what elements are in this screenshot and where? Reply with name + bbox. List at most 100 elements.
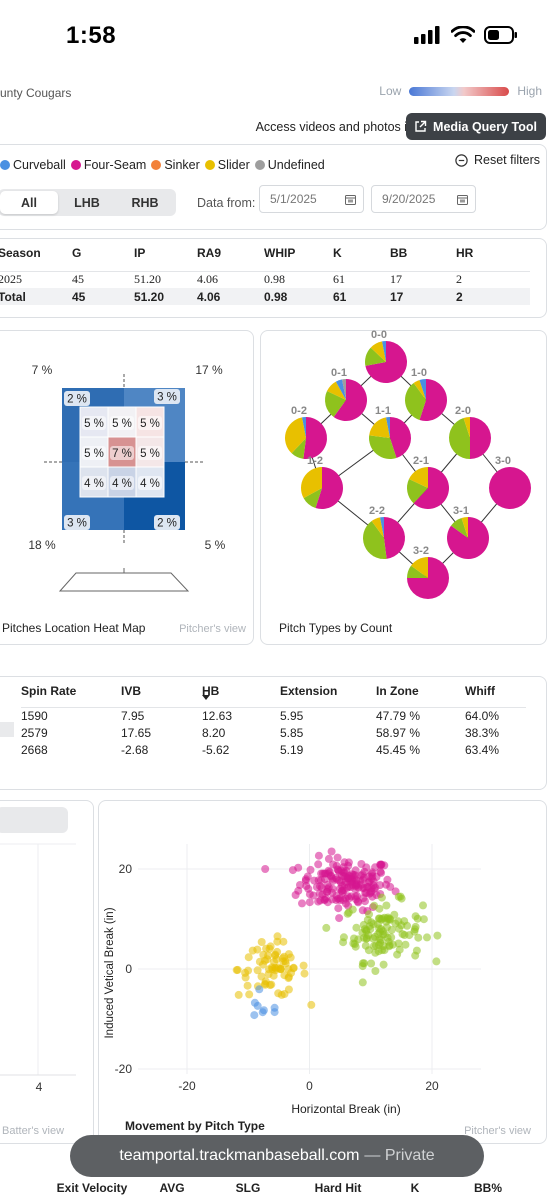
- scatter-point: [244, 953, 253, 962]
- scatter-point: [268, 963, 276, 972]
- segment-lhb[interactable]: LHB: [74, 195, 100, 210]
- pie-slice: [363, 521, 387, 559]
- left-chart-dropdown[interactable]: [0, 807, 68, 833]
- cell: 61: [333, 272, 345, 287]
- date-end-input[interactable]: 9/20/2025: [371, 185, 476, 213]
- scatter-point: [413, 914, 422, 923]
- scatter-point: [324, 866, 333, 875]
- zone-label-bg: [82, 416, 106, 430]
- browser-url-bar[interactable]: teamportal.trackmanbaseball.com — Privat…: [70, 1135, 484, 1177]
- url-private-label: — Private: [364, 1147, 435, 1164]
- col-in-zone[interactable]: In Zone: [376, 684, 419, 698]
- zone-label-bg: [82, 446, 106, 460]
- bottom-col-header[interactable]: AVG: [159, 1181, 185, 1195]
- bottom-table-headers: Exit Velocity AVG SLG Hard Hit K BB%: [0, 1181, 554, 1197]
- cell: 12.63: [202, 708, 233, 723]
- zone-label: 5 %: [112, 418, 132, 430]
- cell: 45: [72, 272, 84, 287]
- scale-low-label: Low: [379, 84, 402, 98]
- pie-slice: [461, 517, 468, 538]
- scatter-point: [397, 921, 406, 930]
- legend-item[interactable]: Slider: [204, 158, 250, 172]
- bottom-col-header[interactable]: K: [410, 1181, 420, 1195]
- cell: 17.65: [121, 725, 152, 740]
- pie-slice: [413, 380, 426, 400]
- pitch-type-legend: Curveball Four-Seam Sinker Slider Undefined: [0, 158, 325, 172]
- outer-label-br: 2 %: [157, 518, 177, 530]
- date-start-value: 5/1/2025: [270, 192, 317, 206]
- legend-dot: [151, 160, 162, 170]
- scatter-point: [334, 904, 343, 913]
- status-icons: [414, 26, 518, 44]
- scatter-point: [350, 934, 358, 943]
- pie-slice: [369, 435, 397, 459]
- scatter-point: [310, 876, 319, 885]
- x-tick-label: -20: [178, 1079, 196, 1093]
- cell: 2579: [21, 725, 48, 740]
- movement-chart-svg: -20 0 20 20 0 -20 Horizontal Break (in) Induc…: [104, 844, 531, 1137]
- segment-all[interactable]: All: [0, 191, 58, 214]
- scatter-point: [397, 894, 406, 903]
- movement-title: Movement by Pitch Type: [125, 1119, 265, 1133]
- col-spin-rate[interactable]: Spin Rate: [21, 684, 77, 698]
- count-title: Pitch Types by Count: [279, 621, 393, 635]
- pie-slice: [413, 467, 449, 509]
- outer-label-tl: 2 %: [67, 394, 87, 406]
- col-whip: WHIP: [264, 246, 296, 260]
- pie-slice: [291, 438, 306, 459]
- sort-desc-icon[interactable]: [201, 695, 211, 701]
- zone-label-bg: [138, 416, 162, 430]
- scatter-point: [433, 931, 442, 940]
- pie-slice: [303, 417, 327, 459]
- cell: 2025: [0, 272, 22, 287]
- cell: 0.98: [264, 289, 288, 304]
- date-start-input[interactable]: 5/1/2025: [259, 185, 364, 213]
- scatter-point: [257, 938, 266, 946]
- cell: 45: [72, 289, 86, 304]
- scatter-point: [369, 942, 378, 951]
- calendar-icon: [345, 194, 356, 205]
- reset-filters-label: Reset filters: [474, 153, 540, 167]
- cell: 2668: [21, 742, 48, 757]
- table-row: 2579 17.65 8.20 5.85 58.97 % 38.3%: [21, 724, 526, 741]
- scatter-point: [291, 891, 300, 899]
- legend-item[interactable]: Sinker: [151, 158, 200, 172]
- cell: 63.4%: [465, 742, 500, 757]
- segment-rhb[interactable]: RHB: [131, 195, 159, 210]
- bottom-col-header[interactable]: SLG: [235, 1181, 261, 1195]
- home-plate: [58, 572, 190, 592]
- bottom-col-header[interactable]: Hard Hit: [314, 1181, 362, 1195]
- scatter-point: [411, 951, 420, 960]
- col-hb[interactable]: HB: [202, 684, 220, 698]
- scatter-point: [288, 866, 297, 875]
- scatter-point: [398, 930, 407, 939]
- pie-slice: [405, 383, 426, 420]
- scatter-point: [277, 990, 286, 999]
- left-partial-svg: 4 Batter's view: [0, 843, 76, 1137]
- bottom-col-header[interactable]: Exit Velocity: [56, 1181, 128, 1195]
- media-query-button[interactable]: Media Query Tool: [406, 113, 546, 140]
- pie-slice: [371, 517, 384, 538]
- col-bb: BB: [390, 246, 408, 260]
- legend-dot: [0, 160, 10, 170]
- outer-label-bg: [154, 515, 180, 530]
- col-k: K: [333, 246, 342, 260]
- reset-filters-button[interactable]: Reset filters: [455, 153, 540, 167]
- legend-item[interactable]: Curveball: [0, 158, 66, 172]
- legend-label: Slider: [217, 158, 250, 172]
- cell: 38.3%: [465, 725, 500, 740]
- legend-item[interactable]: Undefined: [254, 158, 325, 172]
- movement-hint: Pitcher's view: [464, 1125, 531, 1137]
- scatter-point: [250, 1011, 259, 1020]
- legend-item[interactable]: Four-Seam: [70, 158, 146, 172]
- row-highlight: [0, 722, 14, 737]
- bottom-col-header[interactable]: BB%: [473, 1181, 503, 1195]
- scatter-point: [371, 948, 380, 957]
- scatter-point: [410, 925, 419, 934]
- scatter-point: [245, 990, 254, 999]
- scatter-point: [259, 960, 267, 969]
- col-ivb[interactable]: IVB: [121, 684, 142, 698]
- col-extension[interactable]: Extension: [280, 684, 338, 698]
- cell: 61: [333, 289, 347, 304]
- col-whiff[interactable]: Whiff: [465, 684, 495, 698]
